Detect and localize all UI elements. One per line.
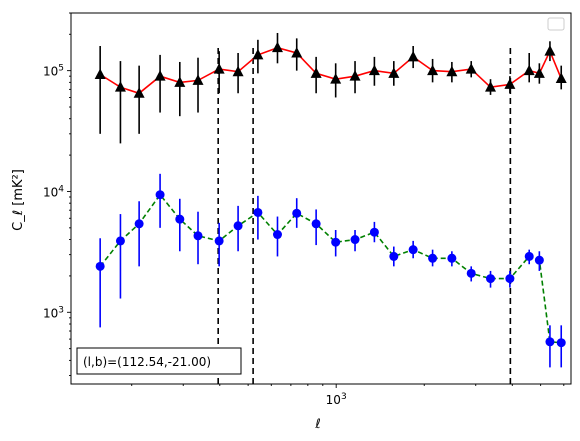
series-1-point-15	[368, 64, 380, 76]
series-2-point-8	[233, 221, 243, 231]
series-2-point-2	[115, 236, 125, 246]
series-2-line	[99, 193, 562, 344]
series-2-point-16	[389, 251, 399, 261]
series-2-point-20	[466, 268, 476, 278]
series-1-point-10	[271, 41, 283, 53]
series-2-point-9	[253, 207, 263, 217]
series-2-point-23	[524, 251, 534, 261]
series-1-point-5	[174, 76, 186, 87]
series-1-point-6	[192, 74, 204, 85]
series-2-point-25	[545, 337, 555, 347]
series-2-point-15	[369, 227, 379, 237]
series-1-point-11	[291, 46, 303, 58]
series-1-point-18	[427, 64, 439, 76]
series-1-point-2	[114, 81, 126, 92]
series-2-point-4	[155, 190, 165, 200]
series-1-point-25	[544, 45, 556, 56]
annotation-box: (l,b)=(112.54,-21.00)	[76, 347, 242, 375]
series-2-point-19	[447, 253, 457, 263]
series-1-point-9	[252, 48, 264, 60]
annotation-text: (l,b)=(112.54,-21.00)	[83, 355, 211, 369]
legend-box	[547, 17, 565, 31]
y-axis-label: C_ℓ [mK²]	[11, 169, 26, 231]
series-2-point-6	[193, 231, 203, 241]
series-1-point-3	[133, 87, 145, 98]
plot-frame	[70, 12, 572, 385]
series-1-point-4	[154, 70, 166, 81]
series-2-point-21	[486, 274, 496, 284]
series-1-point-14	[349, 70, 361, 81]
x-axis-label: ℓ	[314, 417, 320, 432]
vertical-lines	[217, 48, 512, 384]
series-2-point-24	[534, 255, 544, 265]
series-1-point-13	[330, 73, 342, 84]
series-2-point-22	[505, 274, 515, 284]
series-1-point-17	[407, 50, 419, 62]
series-2-connector	[99, 193, 562, 344]
series-1-point-23	[523, 64, 535, 76]
series-2-point-11	[292, 208, 302, 218]
y-tick-label: 103	[43, 305, 64, 320]
series-1-point-24	[533, 67, 545, 78]
axis-ticks: 103 104 105 103	[43, 12, 565, 407]
series-1-point-26	[555, 72, 567, 84]
y-tick-label: 105	[43, 64, 64, 79]
x-tick-label: 103	[326, 392, 347, 407]
series-2-point-14	[350, 235, 360, 245]
series-2-point-17	[408, 245, 418, 255]
series-2-point-3	[134, 219, 144, 229]
series-1-marks	[94, 32, 567, 144]
series-2-point-7	[214, 236, 224, 246]
series-2-point-13	[331, 237, 341, 247]
series-2-point-5	[175, 214, 185, 224]
series-1-point-21	[485, 81, 497, 92]
y-tick-label: 104	[43, 184, 64, 199]
series-1-point-7	[213, 63, 225, 74]
series-2-marks	[95, 173, 566, 368]
series-1-point-16	[388, 67, 400, 78]
series-1-point-8	[232, 65, 244, 77]
series-2-point-18	[428, 253, 438, 263]
series-2-point-1	[95, 261, 105, 271]
series-2-point-26	[556, 338, 566, 348]
series-1-point-20	[465, 63, 477, 74]
series-2-point-10	[272, 230, 282, 240]
series-1-point-22	[504, 78, 516, 89]
series-1-point-19	[446, 65, 458, 77]
series-1-point-12	[310, 67, 322, 78]
series-1-point-1	[94, 68, 106, 79]
series-2-point-12	[311, 219, 321, 229]
